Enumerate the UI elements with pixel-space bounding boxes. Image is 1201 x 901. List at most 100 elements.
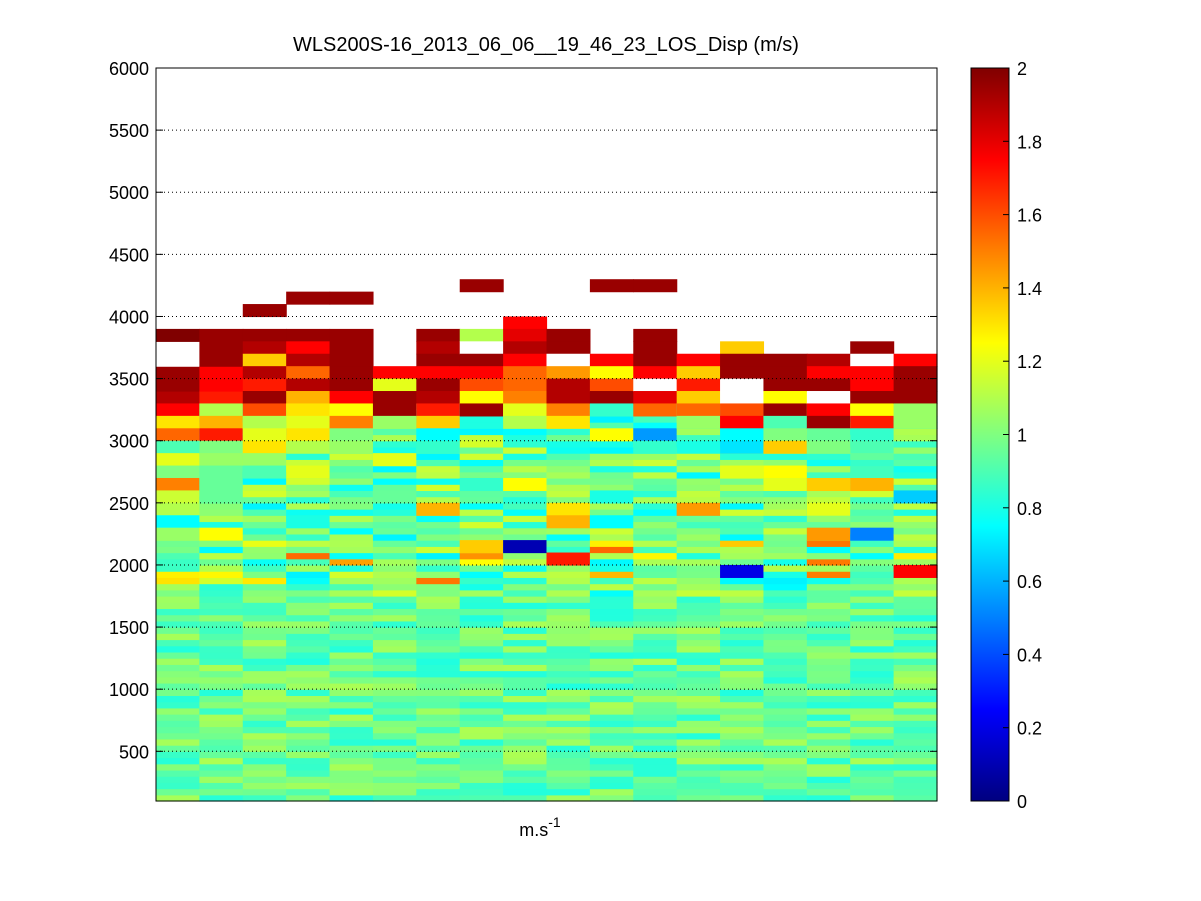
heatmap-cell <box>242 726 287 734</box>
heatmap-cell <box>242 428 287 442</box>
heatmap-cell <box>676 496 721 504</box>
heatmap-cell <box>372 720 417 728</box>
heatmap-cell <box>763 732 808 740</box>
heatmap-cell <box>893 670 938 678</box>
heatmap-cell <box>763 546 808 554</box>
heatmap-cell <box>676 769 721 777</box>
heatmap-cell <box>676 651 721 659</box>
heatmap-cell <box>503 446 548 454</box>
heatmap-cell <box>763 564 808 572</box>
heatmap-cell <box>763 714 808 721</box>
heatmap-cell <box>893 720 938 728</box>
heatmap-cell <box>156 502 200 516</box>
heatmap-cell <box>286 378 331 392</box>
heatmap-cell <box>806 745 851 752</box>
heatmap-cell <box>720 695 765 703</box>
heatmap-cell <box>720 502 765 510</box>
heatmap-cell <box>633 471 678 479</box>
heatmap-cell <box>286 645 331 653</box>
heatmap-cell <box>546 446 591 454</box>
heatmap-cell <box>806 620 851 628</box>
x-axis-label-base: m.s <box>519 820 548 840</box>
heatmap-cell <box>850 546 895 554</box>
heatmap-cell <box>763 757 808 765</box>
heatmap-cell <box>806 757 851 765</box>
heatmap-cell <box>720 558 765 566</box>
heatmap-cell <box>546 403 591 417</box>
heatmap-cell <box>893 484 938 492</box>
heatmap-cell <box>850 341 895 355</box>
heatmap-cell <box>720 564 765 578</box>
heatmap-cell <box>286 608 331 616</box>
heatmap-cell <box>242 676 287 684</box>
heatmap-cell <box>676 707 721 715</box>
heatmap-cell <box>329 564 374 572</box>
heatmap-cell <box>242 440 287 454</box>
heatmap-cell <box>546 738 591 746</box>
heatmap-cell <box>372 701 417 709</box>
heatmap-cell <box>416 527 461 535</box>
heatmap-cell <box>199 763 244 771</box>
heatmap-cell <box>850 738 895 746</box>
heatmap-cell <box>459 465 504 473</box>
heatmap-cell <box>286 540 331 547</box>
heatmap-cell <box>372 415 417 429</box>
heatmap-cell <box>850 403 895 417</box>
heatmap-cell <box>416 328 461 342</box>
heatmap-cell <box>806 459 851 467</box>
heatmap-cell <box>893 682 938 690</box>
heatmap-cell <box>676 738 721 746</box>
heatmap-cell <box>850 391 895 405</box>
heatmap-cell <box>503 316 548 330</box>
heatmap-cell <box>546 477 591 485</box>
heatmap-cell <box>329 583 374 591</box>
heatmap-cell <box>676 596 721 603</box>
heatmap-cell <box>633 769 678 777</box>
heatmap-cell <box>850 620 895 628</box>
heatmap-cell <box>242 353 287 367</box>
heatmap-cell <box>372 446 417 454</box>
heatmap-cell <box>893 645 938 653</box>
heatmap-cell <box>633 745 678 752</box>
heatmap-cell <box>676 571 721 578</box>
heatmap-cell <box>286 515 331 529</box>
heatmap-cell <box>893 769 938 777</box>
heatmap-cell <box>546 496 591 504</box>
heatmap-cell <box>806 651 851 659</box>
heatmap-cell <box>459 583 504 591</box>
heatmap-cell <box>199 564 244 572</box>
heatmap-cell <box>720 745 765 752</box>
heatmap-cell <box>806 521 851 529</box>
heatmap-cell <box>156 682 200 690</box>
heatmap-cell <box>286 620 331 628</box>
heatmap-cell <box>850 589 895 597</box>
heatmap-cell <box>633 676 678 684</box>
heatmap-cell <box>329 707 374 715</box>
heatmap-cell <box>763 776 808 783</box>
heatmap-cell <box>286 465 331 479</box>
heatmap-cell <box>503 391 548 405</box>
heatmap-cell <box>242 664 287 672</box>
heatmap-cell <box>720 676 765 684</box>
heatmap-cell <box>329 757 374 765</box>
heatmap-cell <box>372 521 417 529</box>
heatmap-cell <box>329 695 374 703</box>
heatmap-cell <box>850 782 895 790</box>
heatmap-cell <box>850 540 895 547</box>
colorbar-tick-label: 0.8 <box>1017 499 1042 519</box>
heatmap-cell <box>286 633 331 641</box>
heatmap-cell <box>850 366 895 380</box>
heatmap-cell <box>546 596 591 603</box>
heatmap-cell <box>503 608 548 616</box>
heatmap-cell <box>329 502 374 510</box>
heatmap-cell <box>416 428 461 442</box>
heatmap-cell <box>850 571 895 578</box>
heatmap-cell <box>199 645 244 653</box>
heatmap-cell <box>503 794 548 802</box>
heatmap-cell <box>676 583 721 591</box>
heatmap-cell <box>503 682 548 690</box>
heatmap-cell <box>286 366 331 380</box>
heatmap-cell <box>850 496 895 504</box>
heatmap-cell <box>546 627 591 634</box>
heatmap-cell <box>546 614 591 622</box>
